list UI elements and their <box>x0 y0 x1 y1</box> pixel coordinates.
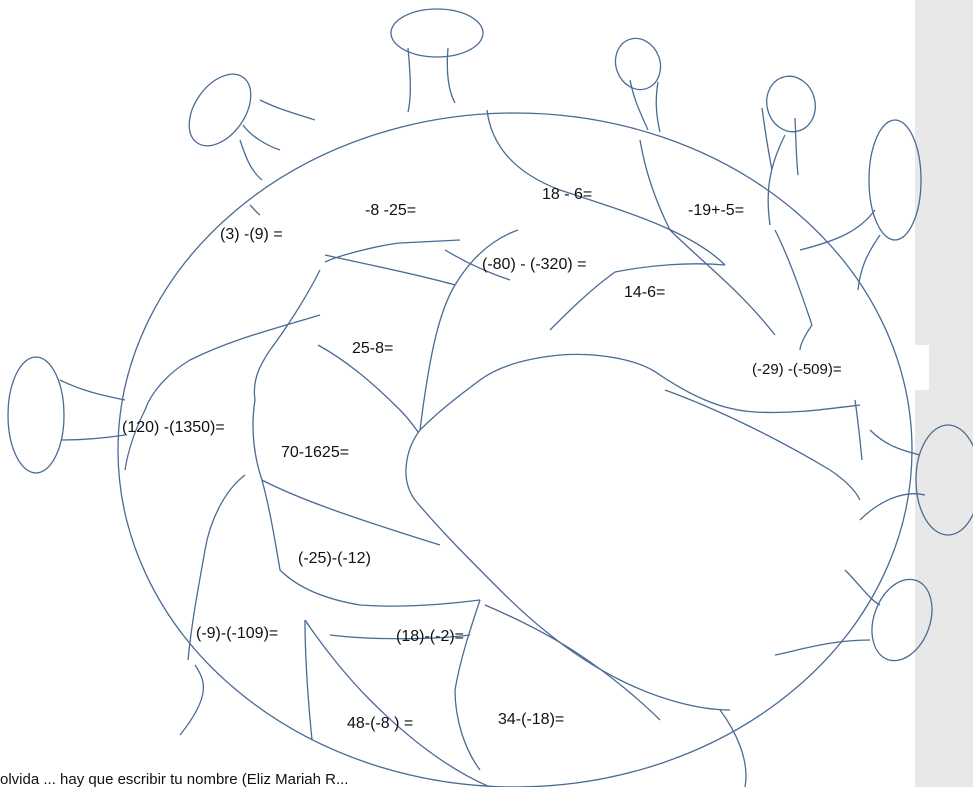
maze-lines <box>125 110 862 787</box>
problem-label: (-80) - (-320) = <box>482 256 586 274</box>
problem-label: 70-1625= <box>281 444 349 462</box>
problem-label: 18 - 6= <box>542 186 592 204</box>
problem-label: -19+-5= <box>688 202 744 220</box>
problem-label: -8 -25= <box>365 202 416 220</box>
problem-label: (-9)-(-109)= <box>196 625 278 643</box>
problem-label: (3) -(9) = <box>220 226 283 244</box>
virus-body <box>118 113 912 787</box>
problem-label: 25-8= <box>352 340 393 358</box>
problem-label: (18)-(-2)= <box>396 628 464 646</box>
problem-label: 48-(-8 ) = <box>347 715 413 733</box>
problem-label: 14-6= <box>624 284 665 302</box>
problem-label: (-29) -(-509)= <box>752 361 842 379</box>
problem-label: 34-(-18)= <box>498 711 564 729</box>
problem-label: (120) -(1350)= <box>122 419 225 437</box>
problem-label: (-25)-(-12) <box>298 550 371 568</box>
footer-text: olvida ... hay que escribir tu nombre (E… <box>0 771 348 788</box>
